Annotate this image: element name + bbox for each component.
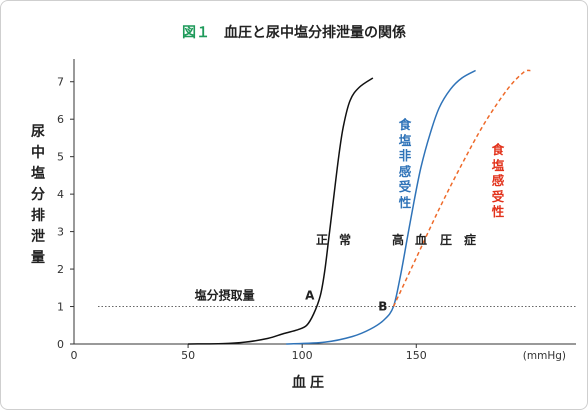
reference-line-label: 塩分摂取量 <box>195 288 255 303</box>
x-tick-label: 100 <box>292 349 313 362</box>
y-tick-label: 6 <box>57 113 64 126</box>
y-tick-label: 2 <box>57 263 64 276</box>
title-text: 血圧と尿中塩分排泄量の関係 <box>224 25 406 41</box>
y-tick-label: 3 <box>57 226 64 239</box>
y-tick-label: 0 <box>57 338 64 351</box>
region-label-hypertension: 高血圧症 <box>392 232 476 247</box>
series-label-sensitive: 食塩感受性 <box>491 142 505 219</box>
series-line-sensitive <box>392 69 531 307</box>
y-axis-label: 尿中塩分排泄量 <box>31 124 45 266</box>
series-line-non-sensitive <box>286 69 476 345</box>
y-tick-label: 7 <box>57 76 64 89</box>
series-line-normal <box>188 77 374 345</box>
chart-title: 図１ 血圧と尿中塩分排泄量の関係 <box>0 22 588 42</box>
figure-number: 図１ <box>182 25 210 41</box>
x-axis-label: 血圧 <box>292 375 328 391</box>
x-axis-unit: (mmHg) <box>523 350 566 362</box>
y-tick-label: 5 <box>57 151 64 164</box>
x-tick-label: 50 <box>181 349 195 362</box>
series-label-non-sensitive: 食塩非感受性 <box>398 117 412 210</box>
y-tick-label: 4 <box>57 188 64 201</box>
x-tick-label: 0 <box>71 349 78 362</box>
x-tick-label: 150 <box>406 349 427 362</box>
region-label-normal: 正常 <box>316 232 351 247</box>
point-label-b: B <box>378 300 387 314</box>
y-tick-label: 1 <box>57 301 64 314</box>
point-label-a: A <box>305 288 315 302</box>
